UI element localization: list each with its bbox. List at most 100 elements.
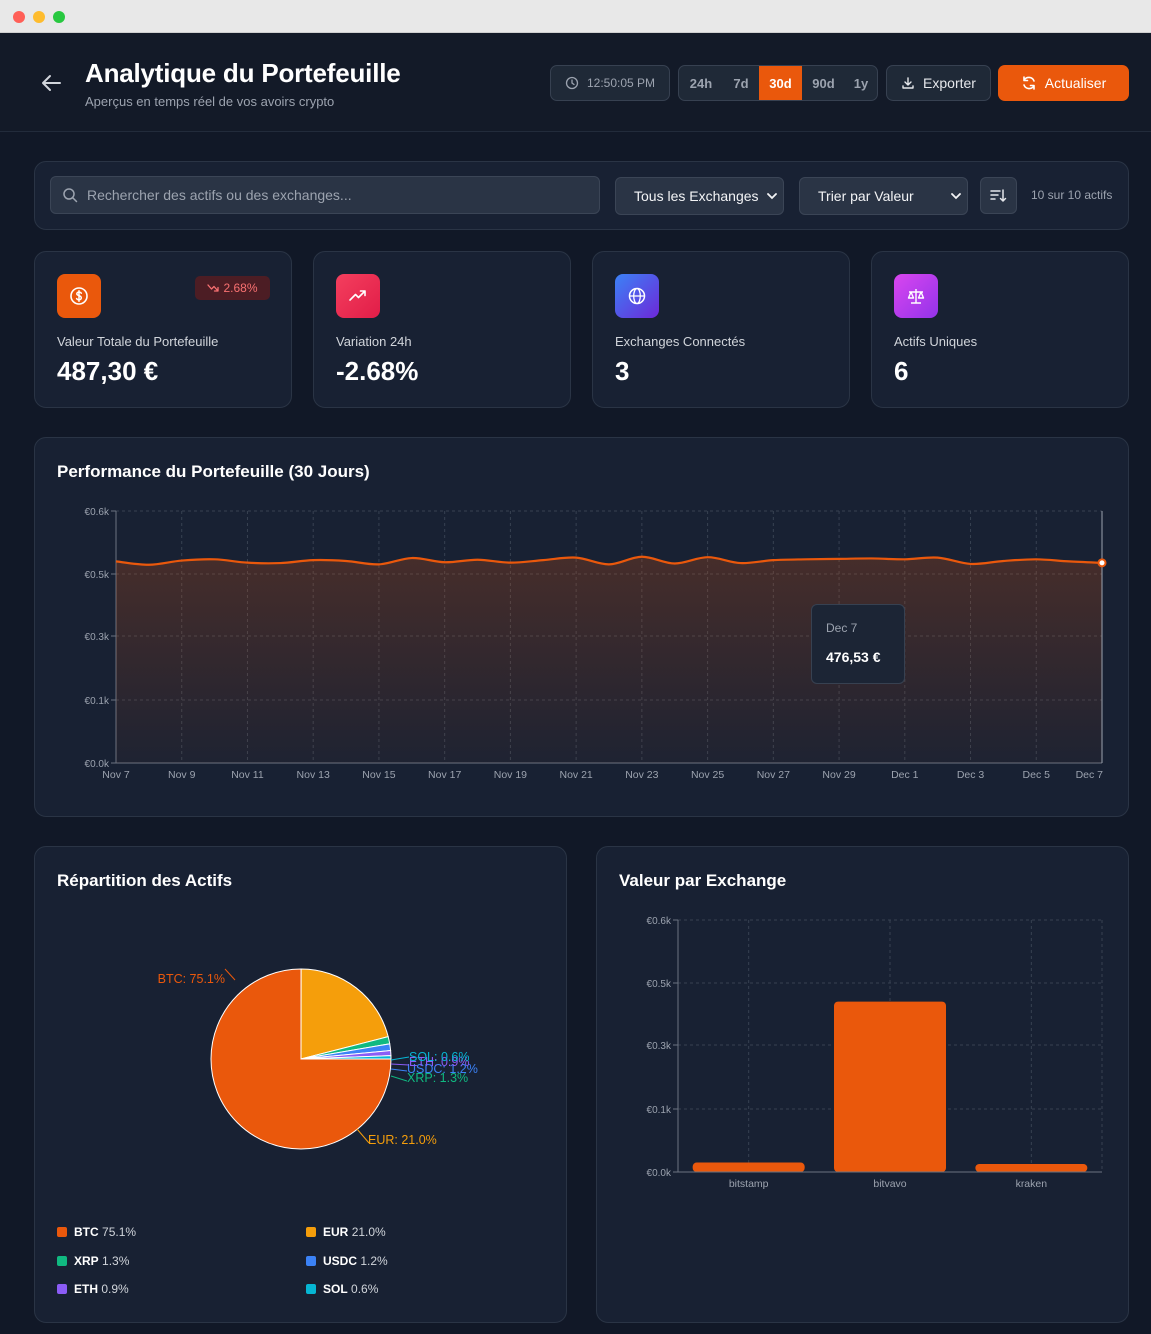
legend-item-eur: EUR 21.0% [306,1225,386,1239]
stat-label: Actifs Uniques [894,334,978,349]
x-tick-label: Nov 13 [297,769,330,781]
y-tick-label: €0.0k [647,1168,672,1179]
pie-label-leader [390,1063,410,1066]
x-tick-label: Nov 29 [822,769,855,781]
y-tick-label: €0.0k [85,759,110,770]
legend-text: EUR 21.0% [323,1225,386,1239]
y-tick-label: €0.3k [85,632,110,643]
minimize-window-button[interactable] [33,11,45,23]
performance-area [116,556,1102,763]
pie-label-sol: SOL: 0.6% [409,1050,469,1064]
clock-time: 12:50:05 PM [586,76,656,90]
stat-value: 3 [615,356,630,386]
range-1y-button[interactable]: 1y [853,75,869,91]
pie-label-xrp: XRP: 1.3% [407,1071,468,1085]
pie-label-leader [224,968,236,981]
pie-label-btc: BTC: 75.1% [158,972,225,986]
pie-slice-btc [210,968,392,1150]
asset-count: 10 sur 10 actifs [1031,188,1113,202]
performance-panel: Performance du Portefeuille (30 Jours) €… [34,437,1129,817]
y-tick-label: €0.6k [85,507,110,518]
allocation-title: Répartition des Actifs [57,871,233,890]
legend-swatch [57,1227,67,1237]
pie-label-eur: EUR: 21.0% [368,1133,437,1147]
performance-chart[interactable]: €0.0k €0.1k €0.3k €0.5k €0.6k Nov 7 Nov 9 Nov 1… [35,438,1130,818]
legend-swatch [57,1284,67,1294]
clock-icon [565,76,579,90]
scale-icon [907,289,925,304]
export-button[interactable]: Exporter [886,65,991,101]
pie-label-leader [390,1056,410,1061]
legend-text: XRP 1.3% [74,1253,130,1268]
refresh-label: Actualiser [1044,75,1107,91]
x-tick-label: Nov 19 [494,769,527,781]
x-tick-label: bitvavo [873,1178,906,1190]
range-90d-button[interactable]: 90d [812,75,835,91]
tooltip-value: 476,53 € [826,649,881,665]
chevron-down-icon [951,193,961,200]
globe-icon [628,287,646,305]
sort-select-value: Trier par Valeur [818,188,914,204]
bar-kraken [975,1164,1088,1172]
allocation-pie-chart[interactable]: BTC: 75.1% EUR: 21.0% XRP: 1.3%USDC: 1.2%E… [35,847,568,1217]
sort-select[interactable]: Trier par Valeur [799,177,968,215]
x-tick-label: Nov 27 [757,769,790,781]
exchange-select[interactable]: Tous les Exchanges [615,177,784,215]
sort-descending-icon [990,188,1007,202]
legend-text: USDC 1.2% [323,1253,388,1268]
performance-title: Performance du Portefeuille (30 Jours) [57,462,370,481]
x-tick-label: Dec 3 [957,769,985,781]
legend-item-eth: ETH 0.9% [57,1282,129,1296]
y-tick-label: €0.5k [647,979,672,990]
x-tick-label: Nov 23 [625,769,658,781]
stat-label: Valeur Totale du Portefeuille [57,334,219,349]
range-30d-button[interactable]: 30d [759,66,802,100]
legend-item-btc: BTC 75.1% [57,1225,136,1239]
page-subtitle: Aperçus en temps réel de vos avoirs cryp… [85,94,335,109]
x-tick-label: Dec 5 [1023,769,1051,781]
stat-icon-box [57,274,101,318]
search-icon [63,188,78,203]
x-tick-label: Dec 1 [891,769,919,781]
time-range-selector: 24h 7d 30d 90d 1y [678,65,878,101]
refresh-button[interactable]: Actualiser [998,65,1129,101]
allocation-panel: Répartition des Actifs BTC: 75.1% EUR: 21… [34,846,567,1323]
legend-swatch [306,1255,316,1266]
filter-bar: Tous les Exchanges Trier par Valeur 10 s… [34,161,1129,230]
pie-label-eth: ETH: 0.9% [409,1055,469,1069]
exchange-select-value: Tous les Exchanges [634,188,759,204]
chart-tooltip: Dec 7 476,53 € [811,604,905,684]
sort-direction-button[interactable] [980,177,1017,214]
page-title: Analytique du Portefeuille [85,58,401,88]
download-icon [902,77,914,89]
close-window-button[interactable] [13,11,25,23]
back-arrow-icon[interactable] [38,71,64,95]
bar-bitvavo [834,1001,946,1172]
stat-value: 487,30 € [57,356,159,386]
pie-label-leader [356,1128,370,1144]
pie-label-leader [390,1068,408,1072]
export-label: Exporter [923,75,976,91]
stat-value: -2.68% [336,356,419,386]
search-input[interactable] [87,177,587,213]
exchange-panel: Valeur par Exchange €0.0k €0.1k €0.3k €0.5k… [596,846,1129,1323]
bar-bitstamp [692,1162,805,1172]
exchange-title: Valeur par Exchange [619,871,787,890]
legend-text: ETH 0.9% [74,1282,129,1296]
y-tick-label: €0.5k [85,570,110,581]
x-tick-label: Nov 9 [168,769,196,781]
refresh-icon [1022,76,1035,90]
exchange-bar-chart[interactable]: €0.0k €0.1k €0.3k €0.5k €0.6k bitstamp bitvavo… [597,847,1130,1217]
range-7d-button[interactable]: 7d [733,75,749,91]
x-tick-label: Nov 25 [691,769,724,781]
stat-card-exchanges: Exchanges Connectés 3 [592,251,850,408]
stat-value: 6 [894,356,909,386]
range-24h-button[interactable]: 24h [689,75,713,91]
clock-display: 12:50:05 PM [550,65,670,101]
window-titlebar [0,0,1151,33]
y-tick-label: €0.1k [85,696,110,707]
maximize-window-button[interactable] [53,11,65,23]
x-tick-label: Nov 17 [428,769,461,781]
trending-down-icon [207,284,220,292]
pie-label-leader [390,1075,408,1082]
